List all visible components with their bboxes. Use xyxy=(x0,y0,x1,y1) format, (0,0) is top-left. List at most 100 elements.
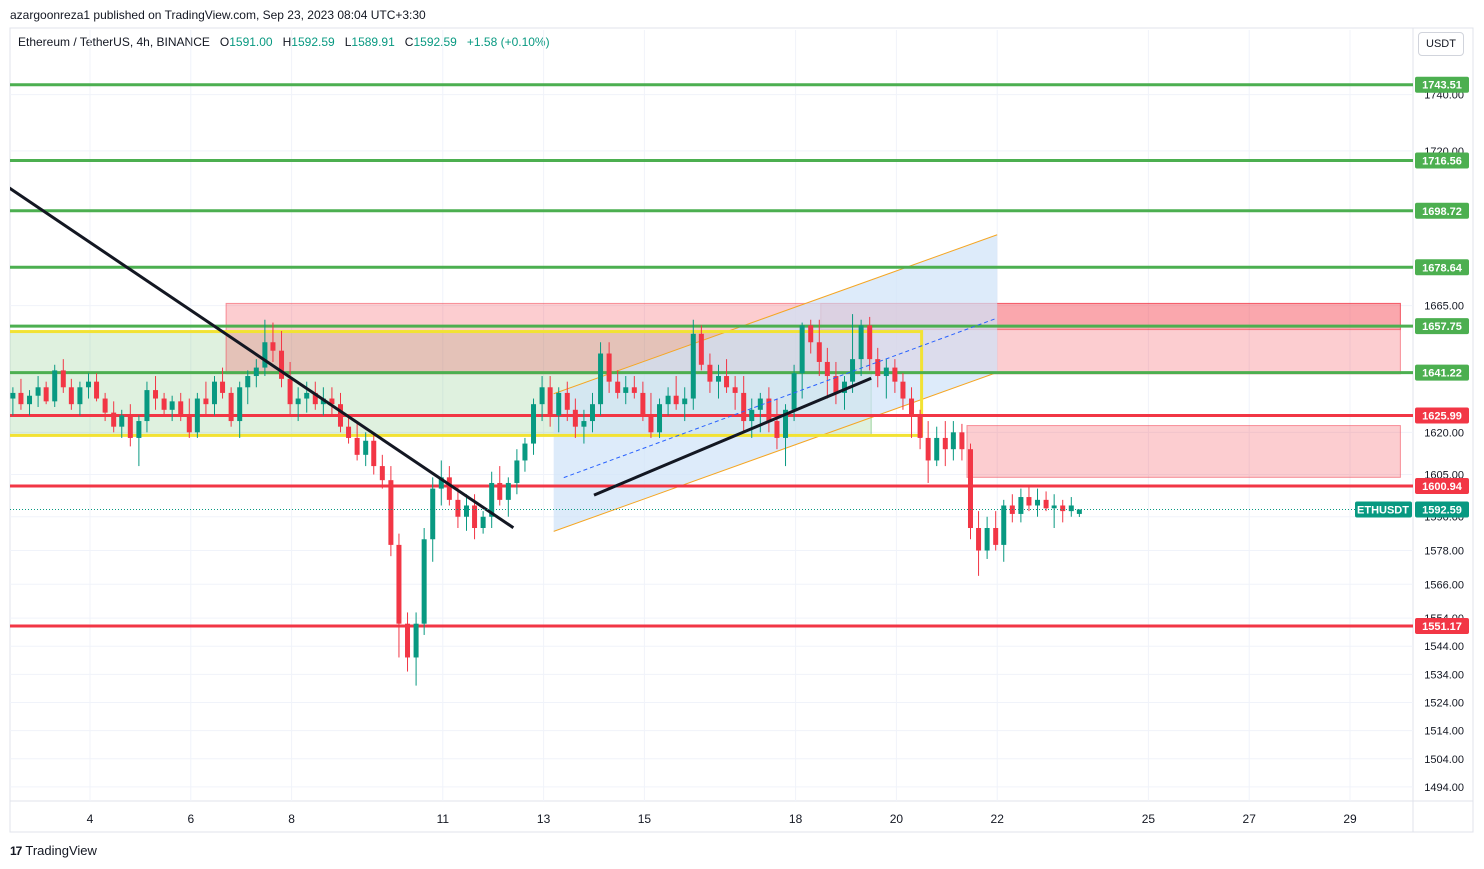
change-value: +1.58 (+0.10%) xyxy=(466,35,550,49)
candle-body xyxy=(430,488,436,540)
x-tick-label: 11 xyxy=(437,812,450,826)
yellow-range-box xyxy=(10,330,924,437)
candle xyxy=(841,376,847,410)
candle-body xyxy=(824,361,830,377)
candle xyxy=(480,511,486,534)
candle xyxy=(640,381,646,422)
candle-body xyxy=(1035,499,1041,506)
candle xyxy=(203,381,209,416)
candle-body xyxy=(2,384,7,398)
candle xyxy=(858,319,864,377)
level-label-text: 1625.99 xyxy=(1422,410,1462,422)
candle xyxy=(1035,488,1041,517)
candle xyxy=(111,401,117,433)
high-label: H xyxy=(282,35,292,49)
candle xyxy=(102,392,108,422)
candle xyxy=(497,466,503,506)
level-label-bg xyxy=(1415,259,1469,276)
candle xyxy=(127,404,133,447)
candle-body xyxy=(279,350,285,379)
last-price-tags: ETHUSDT 1592.59 xyxy=(1355,501,1469,518)
candle xyxy=(413,612,419,686)
candle-body xyxy=(136,421,142,438)
candle-body xyxy=(909,398,915,416)
candle-body xyxy=(102,398,108,413)
x-tick-label: 8 xyxy=(288,812,295,826)
candle-body xyxy=(867,325,873,360)
candle-body xyxy=(396,544,402,624)
symbol-title[interactable]: Ethereum / TetherUS, 4h, BINANCE xyxy=(18,35,210,49)
candle xyxy=(867,316,873,371)
candle xyxy=(186,398,192,438)
x-tick-label: 29 xyxy=(1343,812,1357,826)
tradingview-brand[interactable]: 17 TradingView xyxy=(10,843,97,858)
candle xyxy=(766,387,772,433)
candle xyxy=(774,398,780,450)
level-label-text: 1600.94 xyxy=(1422,481,1463,493)
candle-body xyxy=(707,364,713,382)
candle-body xyxy=(354,437,360,455)
candle xyxy=(430,477,436,562)
candle-body xyxy=(757,398,763,410)
level-label-1678.64: 1678.64 xyxy=(1415,259,1469,276)
y-tick-label: 1494.00 xyxy=(1424,782,1464,794)
symbol-tag-text: ETHUSDT xyxy=(1357,504,1409,516)
zone-red-demand xyxy=(966,425,1401,478)
candle-body xyxy=(1043,499,1049,509)
candle-body xyxy=(463,505,469,517)
candle-body xyxy=(363,440,369,455)
candle-body xyxy=(690,333,696,399)
candle xyxy=(18,378,24,410)
candle xyxy=(875,347,881,388)
candle-body xyxy=(783,409,789,438)
candle xyxy=(816,319,822,377)
candle xyxy=(388,466,394,557)
candle xyxy=(572,398,578,438)
x-tick-label: 22 xyxy=(991,812,1005,826)
currency-button[interactable]: USDT xyxy=(1418,32,1464,56)
level-label-1551.17: 1551.17 xyxy=(1415,618,1469,635)
candle xyxy=(657,398,663,438)
y-tick-label: 1524.00 xyxy=(1424,697,1464,709)
candle-body xyxy=(237,387,243,422)
x-tick-label: 13 xyxy=(537,812,551,826)
candle-body xyxy=(698,333,704,365)
channel-lower xyxy=(553,371,998,532)
level-label-bg xyxy=(1415,477,1469,494)
candle-body xyxy=(522,443,528,461)
candle xyxy=(909,387,915,438)
publisher-line: azargoonreza1 published on TradingView.c… xyxy=(10,8,426,22)
x-tick-label: 6 xyxy=(187,812,194,826)
candle-body xyxy=(489,482,495,517)
candle-body xyxy=(245,376,251,388)
candle-body xyxy=(194,398,200,433)
candle xyxy=(833,361,839,405)
candle-body xyxy=(724,376,730,388)
candle-body xyxy=(1026,497,1032,506)
candle xyxy=(85,373,91,399)
candle-body xyxy=(295,398,301,405)
candle-body xyxy=(892,367,898,382)
level-label-text: 1678.64 xyxy=(1422,262,1463,274)
candle-body xyxy=(371,440,377,467)
candle xyxy=(211,376,217,416)
candle xyxy=(850,314,856,393)
candle xyxy=(161,392,167,416)
candle-body xyxy=(598,353,604,405)
candle xyxy=(900,373,906,410)
candle-body xyxy=(312,392,318,405)
candle xyxy=(1009,494,1015,523)
candle xyxy=(94,373,100,402)
candle xyxy=(959,423,965,461)
open-label: O xyxy=(219,35,230,49)
candle-body xyxy=(749,409,755,422)
candle-body xyxy=(581,421,587,427)
candle-body xyxy=(648,415,654,433)
candle xyxy=(799,322,805,399)
y-tick-label: 1620.00 xyxy=(1424,427,1464,439)
candle-body xyxy=(531,404,537,444)
candle xyxy=(967,443,973,540)
candle-body xyxy=(186,415,192,433)
candle-body xyxy=(1068,505,1074,512)
